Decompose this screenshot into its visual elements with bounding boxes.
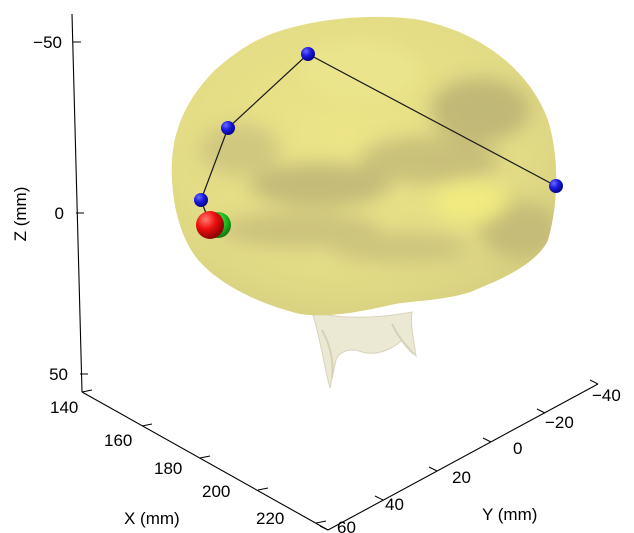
x-tick-label: 200: [202, 482, 230, 501]
y-tick-label: 40: [385, 495, 404, 514]
z-axis-label: Z (mm): [11, 187, 30, 242]
x-axis-line: [81, 391, 329, 531]
y-axis-line: [327, 383, 599, 531]
z-tick-label: −50: [33, 33, 62, 52]
target-marker: [196, 211, 231, 239]
brain-surface: [171, 16, 557, 316]
y-axis-label: Y (mm): [482, 505, 537, 524]
electrode-point: [221, 121, 235, 135]
electrodes: [194, 47, 563, 207]
x-tick-label: 220: [256, 509, 284, 528]
z-axis-line: [71, 13, 83, 393]
x-axis-label: X (mm): [124, 509, 180, 528]
brain-stem: [311, 311, 417, 389]
y-tick-label: −20: [545, 413, 574, 432]
x-tick-label: 180: [154, 459, 182, 478]
y-tick-label: 60: [337, 518, 356, 533]
x-axis-ticks: 140 160 180 200 220: [50, 389, 327, 528]
electrode-point: [549, 179, 563, 193]
x-tick-label: 140: [50, 398, 78, 417]
y-tick-label: 20: [452, 468, 471, 487]
z-tick-label: 0: [55, 204, 64, 223]
axis-labels: Z (mm) X (mm) Y (mm): [11, 187, 537, 528]
marker-primary: [196, 211, 224, 239]
x-tick-label: 160: [104, 431, 132, 450]
y-tick-label: 0: [513, 439, 522, 458]
axis-lines: [71, 13, 599, 531]
y-axis-ticks: 60 40 20 0 −20 −40: [319, 379, 621, 533]
z-axis-ticks: −50 0 50: [33, 33, 88, 384]
z-tick-label: 50: [49, 365, 68, 384]
electrode-point: [194, 193, 208, 207]
y-tick-label: −40: [592, 386, 621, 405]
electrode-point: [301, 47, 315, 61]
